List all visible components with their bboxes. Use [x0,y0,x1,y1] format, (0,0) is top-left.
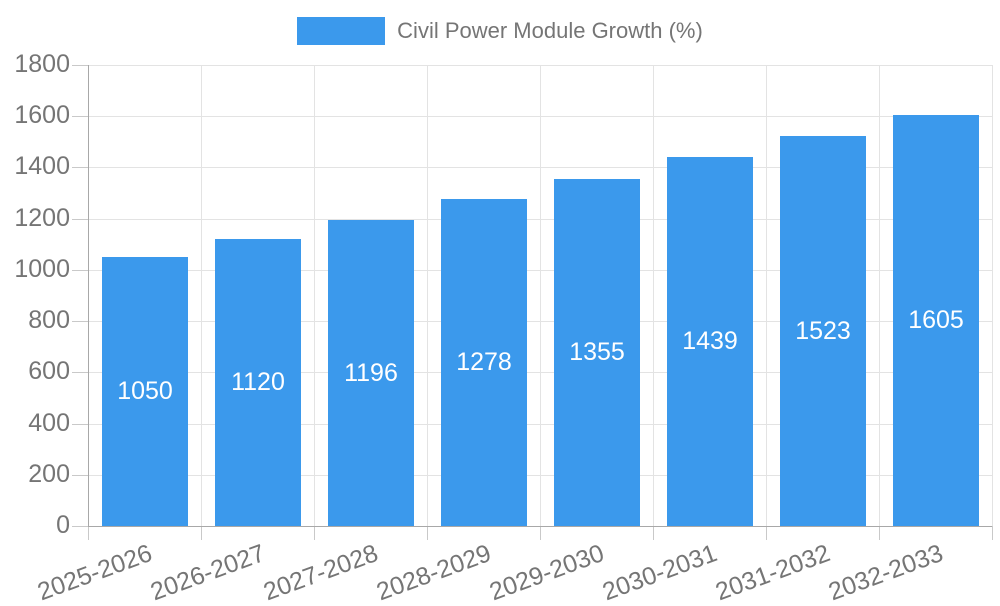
y-axis-tick [72,321,88,322]
y-axis-label: 0 [56,511,70,539]
bar: 1605 [893,115,979,526]
y-axis-line [88,65,89,527]
chart-legend: Civil Power Module Growth (%) [0,17,1000,45]
bar-value-label: 1278 [456,348,512,376]
bar: 1523 [780,136,866,526]
y-axis-tick [72,475,88,476]
bar: 1355 [554,179,640,526]
y-axis-tick [72,270,88,271]
x-axis-tick [201,526,202,540]
gridline-vertical [540,65,541,526]
bar-value-label: 1523 [795,316,851,345]
y-axis-tick [72,219,88,220]
y-axis-label: 1200 [14,204,70,232]
x-axis-tick [653,526,654,540]
gridline-vertical [766,65,767,526]
x-axis-label: 2031-2032 [711,539,834,606]
x-axis-label: 2029-2030 [485,539,608,606]
bar-value-label: 1355 [569,338,625,366]
x-axis-tick [427,526,428,540]
bar-value-label: 1439 [682,327,738,355]
y-axis-tick [72,65,88,66]
y-axis-tick [72,167,88,168]
y-axis-label: 400 [28,409,70,437]
x-axis-tick [314,526,315,540]
x-axis-tick [88,526,89,540]
bar-value-label: 1050 [117,377,173,405]
bar: 1278 [441,199,527,526]
y-axis-label: 1600 [14,101,70,129]
x-axis-tick [879,526,880,540]
legend-swatch [297,17,386,45]
x-axis-tick [992,526,993,540]
y-axis-label: 1000 [14,255,70,283]
x-axis-tick [766,526,767,540]
bar: 1120 [215,239,301,526]
legend-label: Civil Power Module Growth (%) [397,18,703,43]
bar-value-label: 1605 [908,306,964,334]
x-axis-label: 2032-2033 [824,539,947,606]
x-axis-tick [540,526,541,540]
bar-value-label: 1196 [344,358,398,387]
y-axis-tick [72,116,88,117]
y-axis-tick [72,372,88,373]
y-axis-label: 1800 [14,50,70,78]
x-axis-label: 2025-2026 [33,539,156,606]
bar: 1196 [328,220,414,526]
bar-value-label: 1120 [231,368,285,396]
gridline-vertical [427,65,428,526]
y-axis-label: 800 [28,306,70,334]
x-axis-label: 2027-2028 [259,539,382,606]
y-axis-tick [72,424,88,425]
x-axis-line [88,526,992,527]
y-axis-tick [72,526,88,527]
y-axis-label: 200 [28,460,70,488]
gridline-vertical [992,65,993,526]
gridline-vertical [201,65,202,526]
bar: 1050 [102,257,188,526]
x-axis-label: 2030-2031 [598,539,721,606]
gridline-vertical [314,65,315,526]
x-axis-label: 2026-2027 [146,539,269,606]
gridline-vertical [653,65,654,526]
x-axis-label: 2028-2029 [372,539,495,606]
bar: 1439 [667,157,753,526]
y-axis-label: 600 [28,357,70,385]
gridline-vertical [879,65,880,526]
y-axis-label: 1400 [14,152,70,180]
